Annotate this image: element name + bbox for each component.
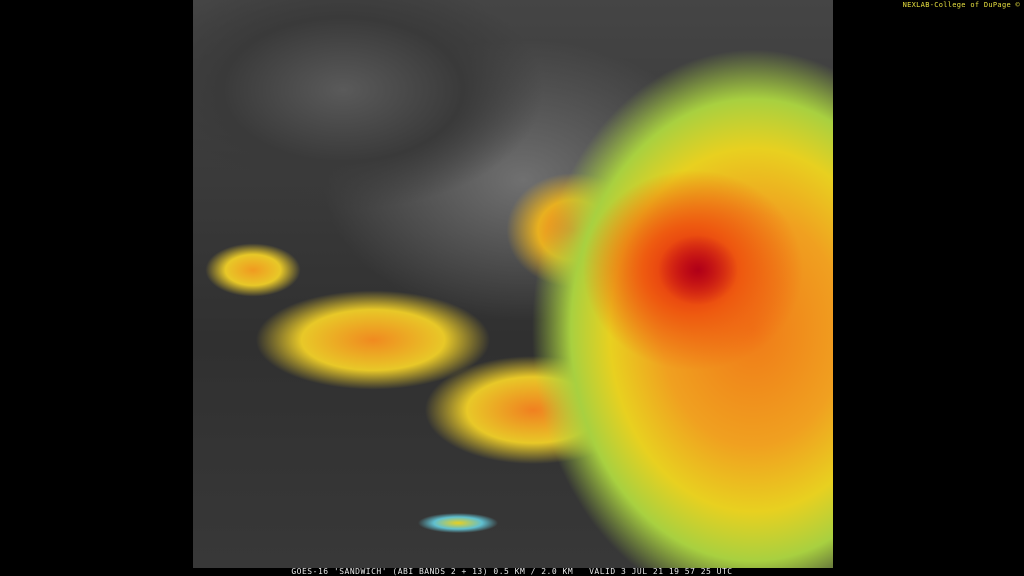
image-caption: GOES-16 'SANDWICH' (ABI BANDS 2 + 13) 0.… bbox=[291, 567, 733, 576]
credit-label: NEXLAB-College of DuPage © bbox=[902, 1, 1020, 9]
satellite-imagery-hurricane bbox=[193, 0, 833, 568]
